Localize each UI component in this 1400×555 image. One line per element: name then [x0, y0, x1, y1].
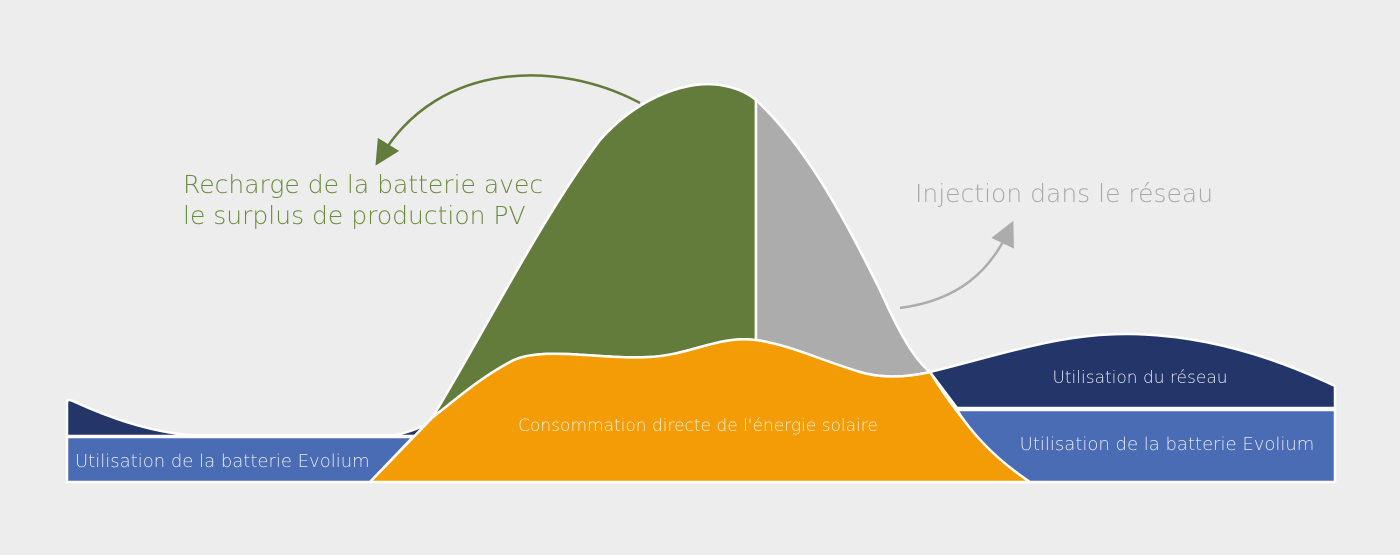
orange-direct-area — [368, 337, 1032, 484]
injection-label: Injection dans le réseau — [915, 179, 1213, 208]
right-battery-area — [955, 408, 1337, 484]
recharge-arrow-icon — [375, 74, 641, 166]
gray-injection-area — [754, 98, 932, 378]
battery-left-label: Utilisation de la batterie Evolium — [75, 451, 370, 472]
grid-use-label: Utilisation du réseau — [1052, 368, 1227, 388]
right-grid-area — [928, 332, 1337, 410]
left-grid-area — [65, 398, 436, 438]
direct-consumption-label: Consommation directe de l'énergie solair… — [518, 416, 878, 436]
injection-arrow-icon — [899, 220, 1014, 310]
recharge-label-line1: Recharge de la batterie avec — [183, 170, 543, 199]
recharge-label-line2: le surplus de production PV — [183, 201, 526, 230]
battery-right-label: Utilisation de la batterie Evolium — [1020, 434, 1315, 455]
